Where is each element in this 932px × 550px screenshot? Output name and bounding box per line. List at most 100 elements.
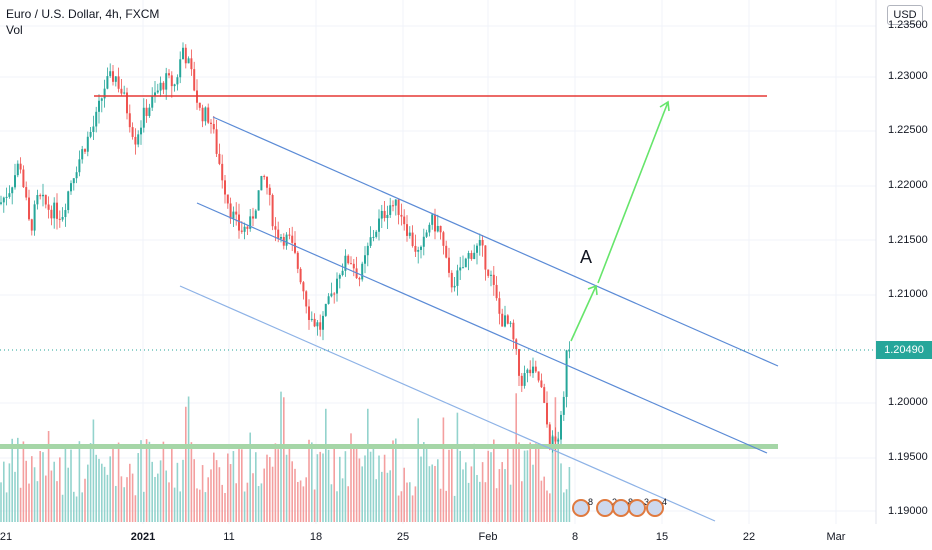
volume-bar (543, 476, 545, 522)
candle-body (378, 218, 380, 232)
currency-button[interactable]: USD (887, 5, 923, 25)
volume-bar (182, 459, 184, 522)
volume-bar (19, 487, 22, 522)
volume-bar (423, 442, 425, 522)
candle-body (170, 75, 173, 87)
volume-bar (521, 481, 523, 522)
channel-middle-line[interactable] (196, 202, 768, 454)
candle-body (445, 245, 448, 258)
x-tick-label: 11 (223, 531, 235, 543)
candle-body (568, 350, 571, 352)
candle-body (252, 216, 254, 219)
candle-body (36, 195, 39, 205)
candle-body (478, 240, 481, 246)
candle-body (92, 126, 95, 132)
volume-bar (557, 437, 559, 522)
candle-body (42, 194, 44, 197)
candle-body (501, 313, 504, 327)
volume-bar (392, 440, 394, 522)
candle-body (30, 219, 33, 231)
volume-bar (25, 460, 27, 522)
candle-body (168, 73, 170, 76)
candle-body (361, 263, 364, 280)
candle-body (453, 285, 456, 288)
volume-bar (540, 480, 543, 522)
volume-bar (336, 491, 338, 522)
volume-bar (224, 492, 226, 522)
candle-body (159, 82, 162, 91)
candle-body (218, 153, 221, 164)
volume-bar (112, 445, 114, 522)
support-zone[interactable] (0, 444, 778, 449)
candle-body (98, 100, 100, 112)
event-marker[interactable]: 8 (572, 497, 593, 521)
candle-body (72, 178, 75, 184)
candle-body (392, 205, 394, 207)
chart-legend: Euro / U.S. Dollar, 4h, FXCM Vol (6, 6, 159, 38)
volume-bar (476, 474, 478, 522)
x-tick-label: 25 (396, 531, 410, 543)
projection-arrow[interactable] (570, 100, 670, 342)
volume-bar (431, 464, 433, 522)
annotation-label-a[interactable]: A (580, 247, 593, 267)
volume-bar (364, 455, 366, 522)
volume-bar (5, 492, 8, 522)
volume-bar (159, 460, 162, 522)
volume-bar (409, 482, 411, 522)
candle-body (333, 293, 336, 295)
candle-body (470, 253, 473, 259)
candle-body (459, 267, 462, 271)
volume-bar (512, 448, 515, 522)
candle-body (389, 205, 392, 215)
volume-bars (0, 391, 571, 522)
candle-body (126, 92, 128, 114)
event-marker[interactable]: 4 (646, 497, 667, 521)
candle-body (456, 270, 459, 286)
candle-body (19, 163, 22, 170)
candle-body (372, 236, 375, 238)
volume-bar (87, 464, 89, 522)
candle-body (529, 369, 532, 374)
event-marker[interactable]: 3 (628, 497, 649, 521)
channel-lower-line[interactable] (179, 285, 716, 522)
volume-bar (462, 469, 464, 522)
candle-body (336, 278, 338, 294)
candle-body (260, 176, 263, 191)
channel-upper-line[interactable] (212, 116, 779, 367)
volume-bar (36, 481, 39, 522)
candle-body (327, 296, 330, 304)
volume-bar (367, 408, 369, 522)
candle-body (394, 199, 397, 206)
y-tick-label: 1.19000 (888, 505, 928, 517)
volume-bar (246, 482, 249, 522)
volume-bar (417, 418, 419, 522)
candle-body (338, 275, 341, 279)
candle-body (81, 149, 84, 160)
volume-bar (439, 488, 442, 522)
volume-bar (319, 451, 321, 522)
candle-body (187, 58, 190, 64)
volume-bar (14, 471, 16, 522)
volume-bar (526, 450, 529, 522)
candle-body (397, 199, 400, 215)
volume-bar (397, 495, 400, 522)
volume-bar (395, 438, 397, 522)
volume-bar (493, 439, 495, 522)
volume-bar (201, 465, 204, 522)
volume-bar (437, 459, 439, 522)
candle-body (546, 402, 548, 425)
volume-bar (274, 443, 277, 522)
volume-indicator-label[interactable]: Vol (6, 23, 23, 37)
volume-bar (28, 483, 30, 522)
volume-bar (549, 493, 551, 522)
volume-bar (344, 451, 347, 522)
candle-body (422, 236, 425, 247)
volume-bar (42, 452, 44, 522)
candle-body (473, 252, 476, 259)
candle-body (204, 107, 207, 122)
candle-body (22, 169, 25, 188)
volume-bar (297, 481, 299, 522)
volume-bar (381, 471, 383, 522)
candle-body (246, 226, 249, 229)
